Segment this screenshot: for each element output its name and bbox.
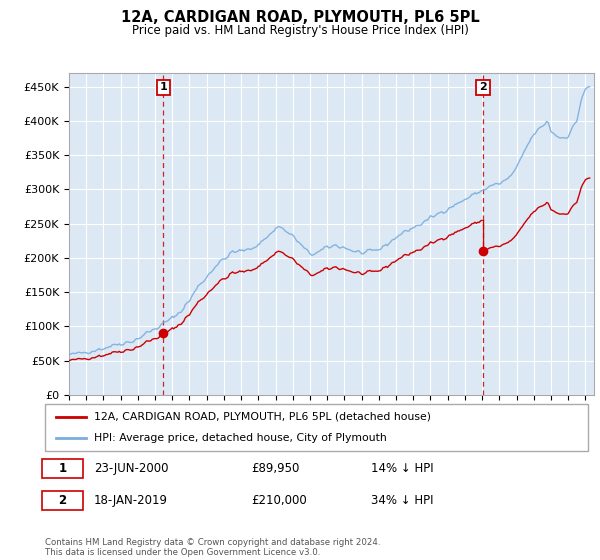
Text: HPI: Average price, detached house, City of Plymouth: HPI: Average price, detached house, City…	[94, 433, 386, 444]
Text: 12A, CARDIGAN ROAD, PLYMOUTH, PL6 5PL (detached house): 12A, CARDIGAN ROAD, PLYMOUTH, PL6 5PL (d…	[94, 412, 431, 422]
Text: 2: 2	[479, 82, 487, 92]
FancyBboxPatch shape	[42, 459, 83, 478]
Text: 1: 1	[159, 82, 167, 92]
Text: 34% ↓ HPI: 34% ↓ HPI	[371, 494, 433, 507]
Text: 18-JAN-2019: 18-JAN-2019	[94, 494, 168, 507]
Text: 14% ↓ HPI: 14% ↓ HPI	[371, 462, 433, 475]
Text: £210,000: £210,000	[251, 494, 307, 507]
Text: Price paid vs. HM Land Registry's House Price Index (HPI): Price paid vs. HM Land Registry's House …	[131, 24, 469, 36]
Text: Contains HM Land Registry data © Crown copyright and database right 2024.
This d: Contains HM Land Registry data © Crown c…	[45, 538, 380, 557]
Text: 23-JUN-2000: 23-JUN-2000	[94, 462, 169, 475]
Text: 12A, CARDIGAN ROAD, PLYMOUTH, PL6 5PL: 12A, CARDIGAN ROAD, PLYMOUTH, PL6 5PL	[121, 10, 479, 25]
Text: 2: 2	[59, 494, 67, 507]
Text: £89,950: £89,950	[251, 462, 300, 475]
FancyBboxPatch shape	[42, 491, 83, 510]
Text: 1: 1	[59, 462, 67, 475]
